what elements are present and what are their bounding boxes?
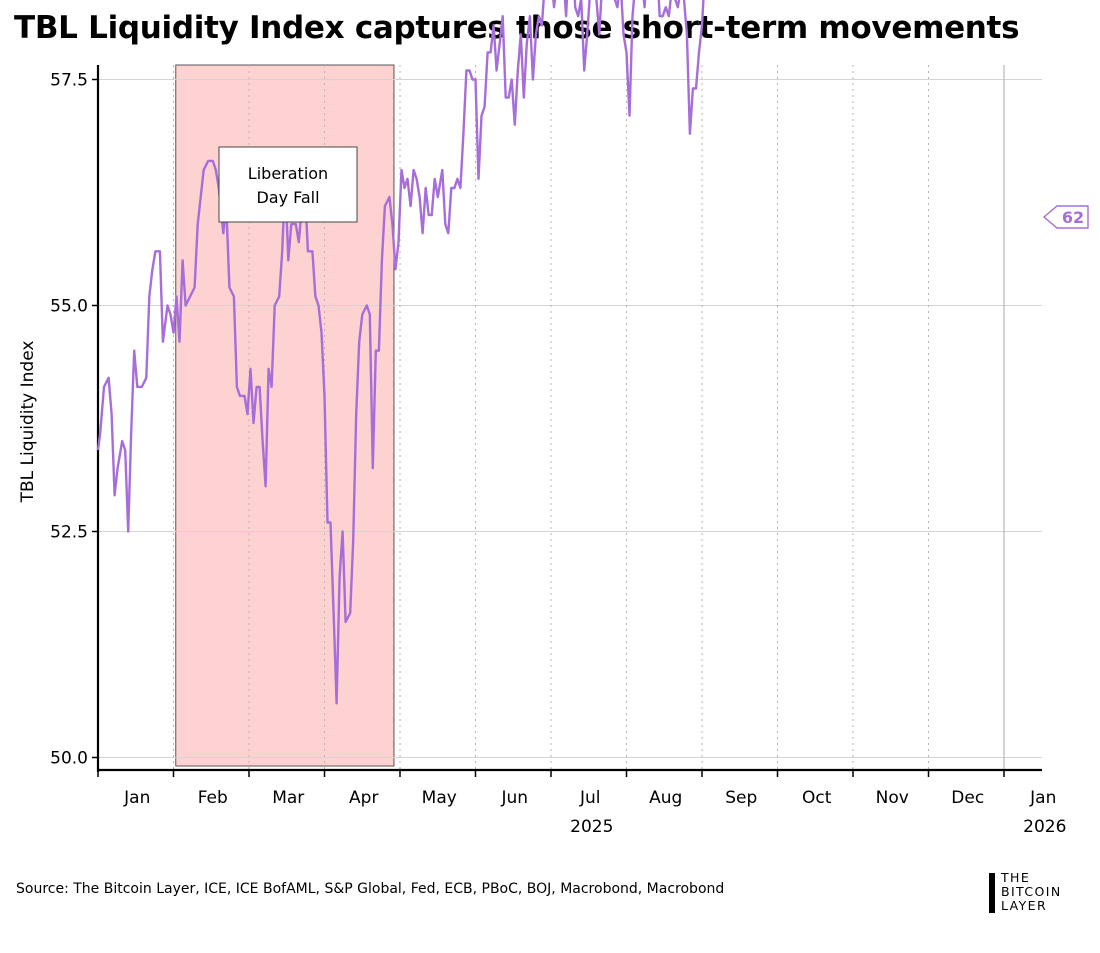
annotation-line-1: Liberation	[248, 164, 328, 183]
x-tick-label: Oct	[802, 788, 832, 808]
x-tick-label: Mar	[272, 788, 304, 808]
chart-title: TBL Liquidity Index captures those short…	[14, 10, 1020, 46]
x-tick-label: Jul	[579, 788, 601, 808]
y-tick-label: 52.5	[50, 523, 88, 543]
x-tick-label: Sep	[725, 788, 757, 808]
x-tick-label: Jan	[123, 788, 150, 808]
series-line-tbl-liquidity	[96, 0, 705, 705]
y-tick-label: 50.0	[50, 749, 88, 769]
x-tick-label: Aug	[649, 788, 682, 808]
grid-layer	[98, 65, 1042, 770]
y-tick-label: 55.0	[50, 297, 88, 317]
y-tick-label: 57.5	[50, 71, 88, 91]
annotation-line-2: Day Fall	[256, 188, 319, 207]
chart-canvas: 50.052.555.057.560.062.565.0JanFebMarApr…	[18, 0, 1089, 837]
x-tick-label: Jun	[500, 788, 528, 808]
last-value-callout	[1042, 205, 1089, 229]
source-note: Source: The Bitcoin Layer, ICE, ICE BofA…	[16, 881, 725, 897]
x-year-label: 2025	[570, 817, 613, 837]
bitcoin-layer-logo: THE BITCOIN LAYER	[989, 871, 1089, 915]
x-year-label: 2026	[1023, 817, 1066, 837]
logo-wordmark: THE BITCOIN LAYER	[1001, 871, 1062, 913]
x-tick-label: Apr	[349, 788, 378, 808]
x-tick-label: Feb	[198, 788, 228, 808]
x-tick-label: Nov	[876, 788, 909, 808]
logo-line-3: LAYER	[1001, 898, 1048, 913]
series-layer	[96, 0, 705, 705]
annotation-box	[218, 146, 358, 223]
logo-line-1: THE	[1001, 870, 1031, 885]
x-tick-label: Jan	[1029, 788, 1056, 808]
y-axis-label: TBL Liquidity Index	[18, 341, 38, 504]
last-value-label: 62	[1062, 208, 1084, 227]
x-tick-label: May	[422, 788, 457, 808]
logo-bar	[989, 873, 995, 913]
x-tick-label: Dec	[951, 788, 984, 808]
logo-line-2: BITCOIN	[1001, 884, 1062, 899]
label-layer: 50.052.555.057.560.062.565.0JanFebMarApr…	[18, 71, 1089, 837]
axes-layer	[92, 65, 1042, 777]
